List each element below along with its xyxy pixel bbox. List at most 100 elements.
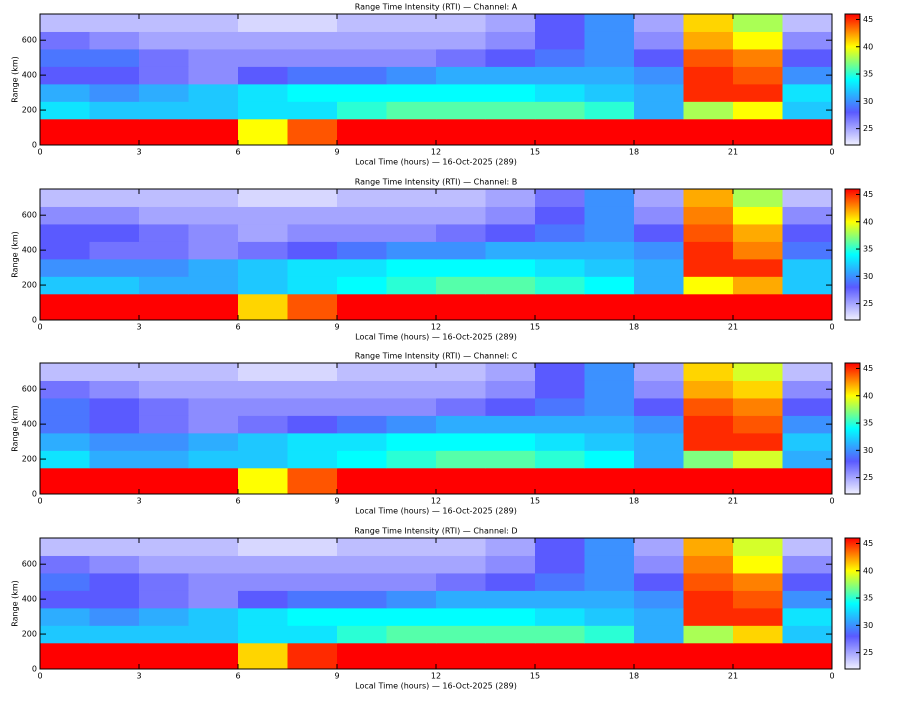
y-tick-label: 200 [22,630,37,639]
heatmap-cell [584,223,635,242]
heatmap-cell [584,397,635,416]
heatmap-cell [89,625,140,644]
heatmap-cell [188,642,239,670]
x-axis-label: Local Time (hours) — 16-Oct-2025 (289) [355,333,517,342]
x-tick-label: 12 [431,672,441,681]
heatmap-cell [40,555,90,574]
heatmap-cell [584,66,635,85]
heatmap-cell [634,276,684,295]
heatmap-cell [584,118,635,146]
heatmap-cell [485,538,536,556]
colorbar-tick-label: 45 [863,15,873,24]
heatmap-cell [683,467,734,495]
heatmap-cell [89,276,140,295]
heatmap-cell [733,118,783,146]
heatmap-cell [535,590,585,609]
heatmap-cell [386,293,437,321]
colorbar-tick-label: 40 [863,391,873,400]
heatmap-cell [436,31,486,50]
heatmap-cell [386,572,437,591]
panel-title: Range Time Intensity (RTI) — Channel: B [355,178,518,187]
heatmap-cell [634,397,684,416]
x-tick-label: 0 [37,497,42,506]
heatmap-cell [386,31,437,50]
heatmap-cell [89,293,140,321]
heatmap-cell [485,66,536,85]
heatmap-cell [287,607,338,626]
heatmap-cell [238,538,288,556]
heatmap-cell [584,555,635,574]
heatmap-cell [782,241,833,260]
y-axis-label: Range (km) [11,580,20,627]
heatmap-cell [584,241,635,260]
heatmap-cell [40,642,90,670]
heatmap-cell [436,48,486,67]
x-tick-label: 3 [136,148,141,157]
y-tick-label: 0 [32,316,37,325]
colorbar-tick-label: 35 [863,594,873,603]
heatmap-cell [337,397,387,416]
heatmap-cell [238,450,288,469]
heatmap-cell [238,432,288,451]
heatmap-cell [238,206,288,225]
heatmap-cell [535,415,585,434]
heatmap-cell [634,363,684,381]
heatmap-cell [634,467,684,495]
heatmap-cell [683,538,734,556]
heatmap-cell [238,223,288,242]
heatmap-cell [139,538,189,556]
heatmap-cell [287,397,338,416]
heatmap-cell [287,276,338,295]
y-tick-label: 600 [22,560,37,569]
heatmap-cell [386,276,437,295]
heatmap-cell [733,31,783,50]
heatmap-cell [634,380,684,399]
heatmap-cell [139,118,189,146]
heatmap-cell [89,118,140,146]
heatmap-cell [436,538,486,556]
heatmap-cell [436,450,486,469]
heatmap-cell [436,206,486,225]
heatmap-cell [683,572,734,591]
x-tick-label: 0 [37,323,42,332]
colorbar-tick-label: 40 [863,217,873,226]
heatmap-cell [634,206,684,225]
heatmap-cell [40,223,90,242]
heatmap-cell [188,241,239,260]
heatmap-cell [337,66,387,85]
heatmap-cell [436,101,486,120]
heatmap-cell [89,363,140,381]
x-tick-label: 3 [136,497,141,506]
heatmap-cell [436,625,486,644]
heatmap-cell [782,118,833,146]
heatmap-cell [485,189,536,207]
x-tick-label: 21 [728,323,738,332]
heatmap-cell [485,607,536,626]
heatmap-cell [89,380,140,399]
heatmap-cell [40,189,90,207]
heatmap-cell [287,83,338,102]
heatmap-cell [337,380,387,399]
heatmap-cell [40,66,90,85]
x-tick-label: 6 [235,148,240,157]
y-tick-label: 200 [22,281,37,290]
heatmap-cell [683,415,734,434]
heatmap-cell [287,206,338,225]
heatmap-cell [238,572,288,591]
panel-title: Range Time Intensity (RTI) — Channel: D [354,527,517,536]
heatmap-cell [386,625,437,644]
heatmap-cell [782,380,833,399]
heatmap-cell [584,276,635,295]
heatmap-cell [89,432,140,451]
x-tick-label: 0 [829,497,834,506]
heatmap-cell [535,276,585,295]
heatmap-cell [40,276,90,295]
heatmap-cell [733,83,783,102]
heatmap-cell [436,363,486,381]
colorbar-tick-label: 25 [863,124,873,133]
heatmap-cell [782,276,833,295]
heatmap-cell [782,223,833,242]
heatmap-cell [535,467,585,495]
heatmap-cell [584,590,635,609]
heatmap-cell [733,293,783,321]
